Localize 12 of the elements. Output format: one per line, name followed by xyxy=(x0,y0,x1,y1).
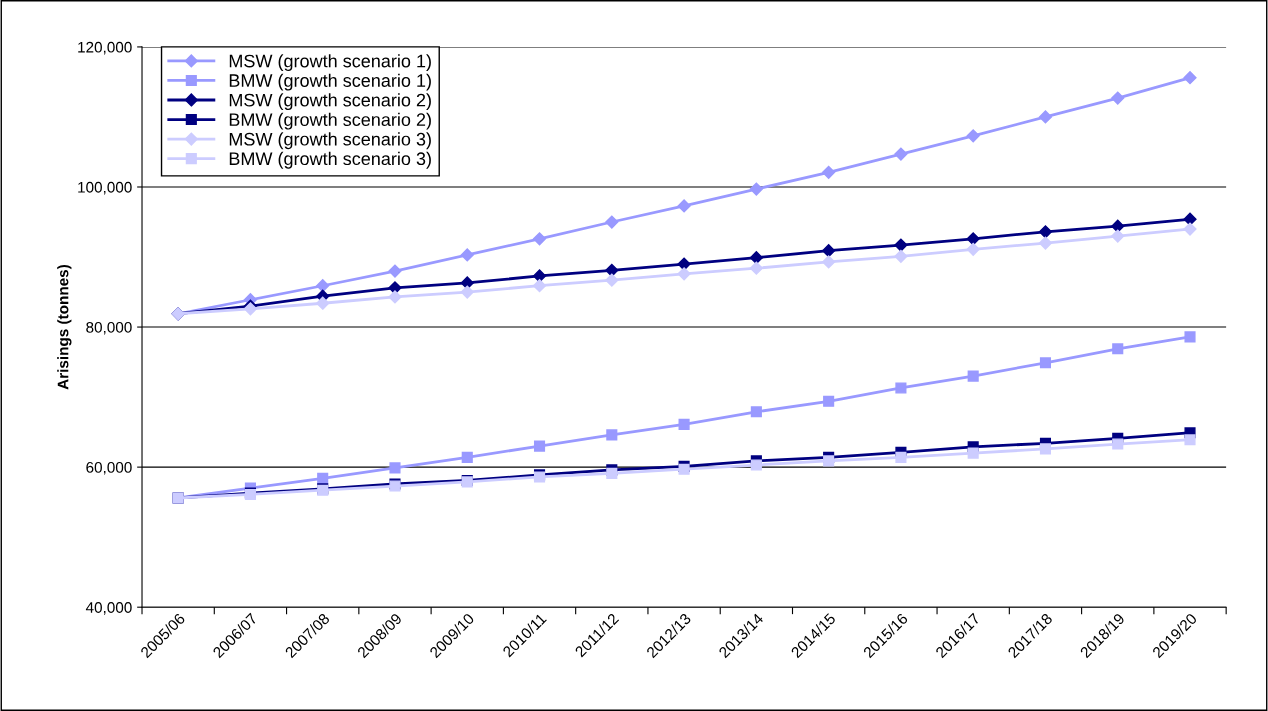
legend-label: BMW (growth scenario 1) xyxy=(229,73,431,91)
y-axis-title: Arisings (tonnes) xyxy=(57,265,72,390)
y-tick-label: 80,000 xyxy=(86,321,132,335)
y-tick-label: 100,000 xyxy=(78,181,132,195)
legend-label: MSW (growth scenario 2) xyxy=(229,93,431,111)
y-tick-label: 40,000 xyxy=(85,602,132,615)
y-tick-label: 60,000 xyxy=(86,461,132,475)
legend-label: BMW (growth scenario 2) xyxy=(229,112,431,130)
legend-label: MSW (growth scenario 1) xyxy=(229,54,431,71)
legend-label: BMW (growth scenario 3) xyxy=(229,151,431,169)
legend-label: MSW (growth scenario 3) xyxy=(229,132,431,150)
y-tick-label: 120,000 xyxy=(78,41,132,55)
